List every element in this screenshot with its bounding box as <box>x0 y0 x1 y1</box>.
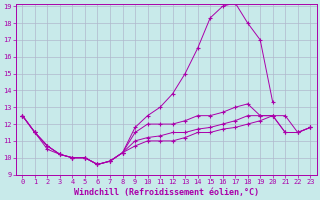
X-axis label: Windchill (Refroidissement éolien,°C): Windchill (Refroidissement éolien,°C) <box>74 188 259 197</box>
